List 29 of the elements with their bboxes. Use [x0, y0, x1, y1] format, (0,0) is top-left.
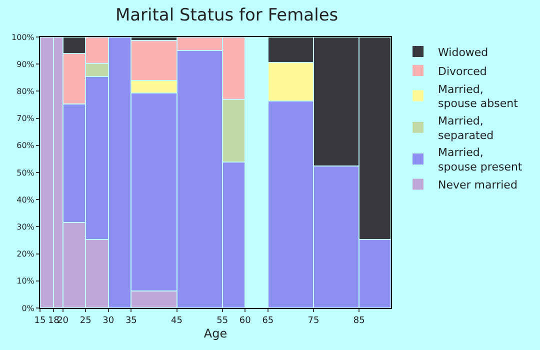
x-tick-label: 30 [102, 316, 114, 326]
y-tick-label: 50% [16, 168, 35, 178]
y-tick-label: 40% [16, 195, 35, 204]
legend-label: Married, spouse present [438, 146, 523, 174]
x-tick-label: 60 [239, 316, 252, 326]
chart-title: Marital Status for Females [115, 6, 338, 26]
y-tick-label: 30% [16, 222, 35, 232]
legend-label: Never married [438, 178, 518, 192]
x-tick-label: 85 [353, 316, 365, 326]
x-tick-label: 65 [262, 316, 274, 326]
legend-label: Married, separated [438, 114, 494, 142]
y-tick-label: 60% [16, 141, 35, 150]
y-tick-label: 80% [16, 87, 35, 96]
x-tick-label: 15 [34, 316, 46, 326]
y-tick-label: 100% [12, 32, 35, 42]
x-tick-label: 75 [308, 316, 320, 326]
y-tick-label: 90% [16, 60, 35, 69]
legend-label: Widowed [438, 46, 488, 59]
x-tick-label: 35 [125, 316, 137, 326]
legend-label: Married, spouse absent [438, 82, 519, 110]
x-axis-title: Age [204, 326, 228, 341]
x-tick-label: 25 [80, 316, 92, 326]
y-tick-label: 70% [16, 114, 35, 124]
legend-label: Divorced [438, 64, 487, 78]
y-tick-label: 0% [22, 304, 35, 313]
x-tick-label: 55 [216, 316, 228, 326]
y-tick-label: 10% [16, 276, 35, 286]
y-tick-label: 20% [16, 250, 35, 259]
x-tick-label: 45 [171, 316, 182, 326]
